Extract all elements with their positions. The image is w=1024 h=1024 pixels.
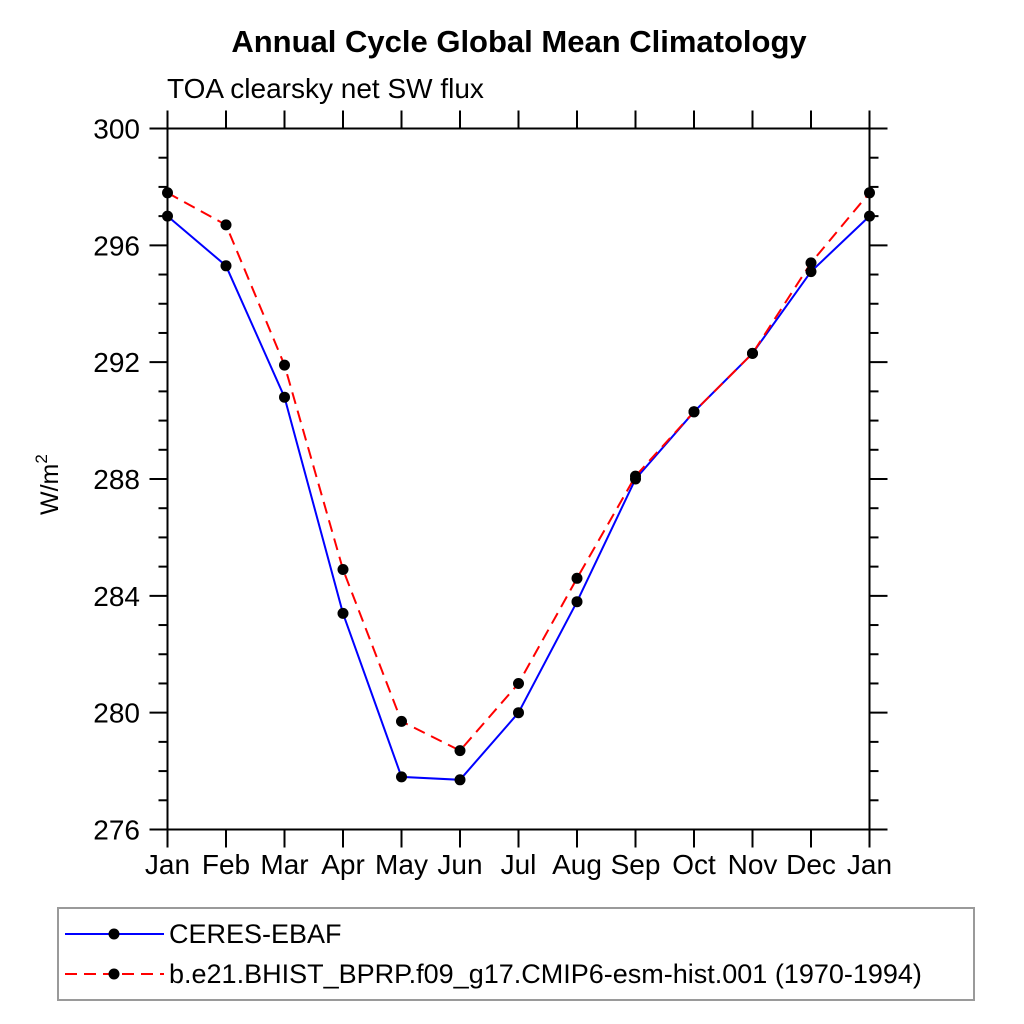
series-line-0 <box>166 215 871 781</box>
chart-legend: CERES-EBAF b.e21.BHIST_BPRP.f09_g17.CMIP… <box>57 907 975 1001</box>
data-point <box>279 391 290 403</box>
x-tick-label: Feb <box>202 849 250 880</box>
data-point <box>337 564 349 575</box>
y-axis-tick-labels: 276 280 284 288 292 296 300 <box>93 114 140 846</box>
data-point <box>571 572 583 584</box>
legend-item-ceres: CERES-EBAF <box>59 914 973 954</box>
data-point <box>630 470 641 482</box>
series-markers-0 <box>162 210 875 786</box>
data-point <box>513 678 524 689</box>
x-tick-label: Sep <box>611 849 661 880</box>
x-tick-label: Jul <box>501 849 537 880</box>
data-point <box>571 596 583 608</box>
data-point <box>162 187 173 199</box>
x-tick-label: Aug <box>552 849 602 880</box>
legend-line-sample-dashed <box>65 968 164 980</box>
x-tick-label: Apr <box>321 849 365 880</box>
x-tick-label: Jan <box>847 849 892 880</box>
legend-label-ceres: CERES-EBAF <box>169 918 342 949</box>
data-point <box>454 745 466 757</box>
data-point <box>864 187 875 199</box>
data-point <box>279 359 290 371</box>
data-point <box>162 210 173 222</box>
y-tick-label: 300 <box>93 114 140 145</box>
data-point <box>454 774 466 786</box>
y-tick-label: 284 <box>93 581 140 612</box>
data-point <box>805 257 817 269</box>
data-point <box>747 347 758 359</box>
series-markers-1 <box>162 187 875 757</box>
data-point <box>220 260 232 272</box>
y-tick-label: 288 <box>93 464 140 495</box>
x-tick-label: Jan <box>145 849 190 880</box>
x-tick-label: Nov <box>728 849 778 880</box>
x-tick-label: Oct <box>672 849 716 880</box>
data-point <box>220 219 232 231</box>
x-axis-tick-labels: Jan Feb Mar Apr May Jun Jul Aug Sep Oct Nov Dec Jan <box>145 849 892 880</box>
plot-axes <box>149 110 888 848</box>
legend-line-sample-solid <box>65 928 164 940</box>
x-tick-label: Jun <box>437 849 482 880</box>
y-tick-label: 292 <box>93 347 140 378</box>
y-tick-label: 276 <box>93 815 140 846</box>
data-point <box>864 210 875 222</box>
data-point <box>513 707 524 719</box>
data-point <box>805 266 817 278</box>
x-tick-label: Mar <box>260 849 308 880</box>
chart-title: Annual Cycle Global Mean Climatology <box>231 24 807 59</box>
data-point <box>396 715 407 727</box>
data-point <box>688 406 700 418</box>
x-tick-label: Dec <box>786 849 836 880</box>
y-axis-label: W/m2 <box>32 454 64 515</box>
data-point <box>396 771 407 783</box>
series-line-1 <box>167 191 871 752</box>
legend-item-model: b.e21.BHIST_BPRP.f09_g17.CMIP6-esm-hist.… <box>59 954 973 994</box>
legend-label-model: b.e21.BHIST_BPRP.f09_g17.CMIP6-esm-hist.… <box>169 958 922 989</box>
y-tick-label: 296 <box>93 230 140 261</box>
y-tick-label: 280 <box>93 698 140 729</box>
chart-subtitle: TOA clearsky net SW flux <box>167 73 484 104</box>
x-tick-label: May <box>375 849 428 880</box>
data-point <box>337 607 349 619</box>
